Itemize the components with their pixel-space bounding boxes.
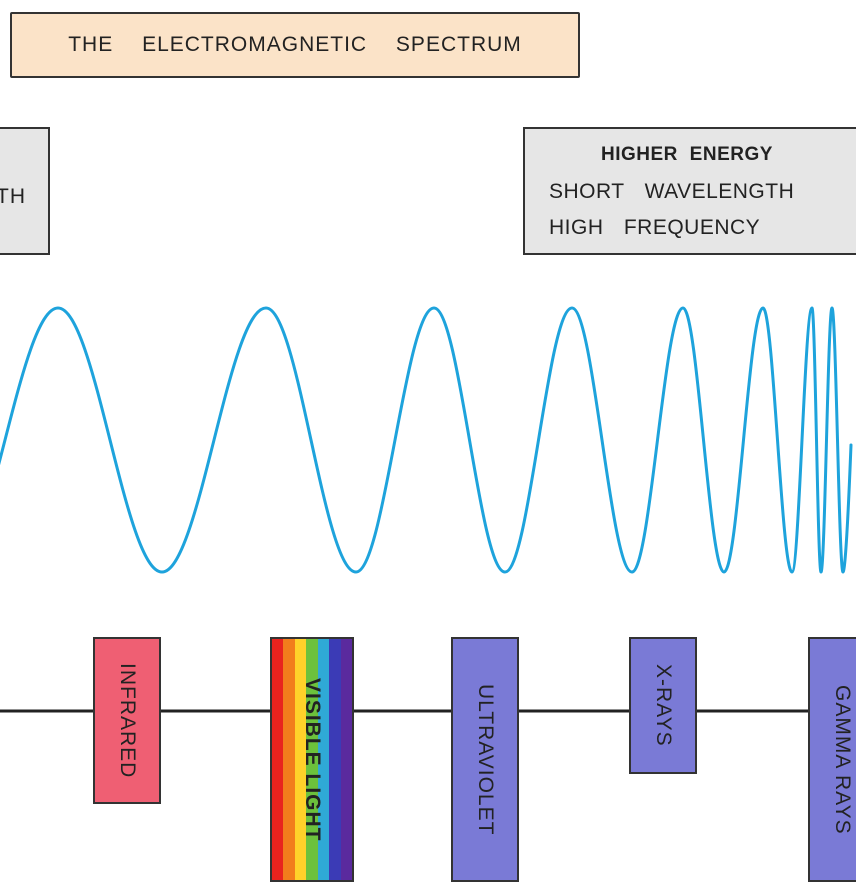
visible-light-band: VISIBLE LIGHT [270, 637, 354, 882]
rainbow-stripe [341, 639, 352, 880]
ultraviolet-label: ULTRAVIOLET [473, 684, 497, 835]
rainbow-stripe [272, 639, 283, 880]
infrared-band: INFRARED [93, 637, 161, 804]
visible-light-label: VISIBLE LIGHT [300, 678, 324, 842]
infrared-label: INFRARED [115, 663, 139, 778]
em-wave [0, 308, 851, 572]
gamma-rays-band: GAMMA RAYS [808, 637, 856, 882]
gamma-rays-label: GAMMA RAYS [830, 685, 854, 835]
ultraviolet-band: ULTRAVIOLET [451, 637, 519, 882]
rainbow-stripe [329, 639, 340, 880]
xrays-label: X-RAYS [651, 664, 675, 747]
xrays-band: X-RAYS [629, 637, 697, 774]
rainbow-stripe [283, 639, 294, 880]
